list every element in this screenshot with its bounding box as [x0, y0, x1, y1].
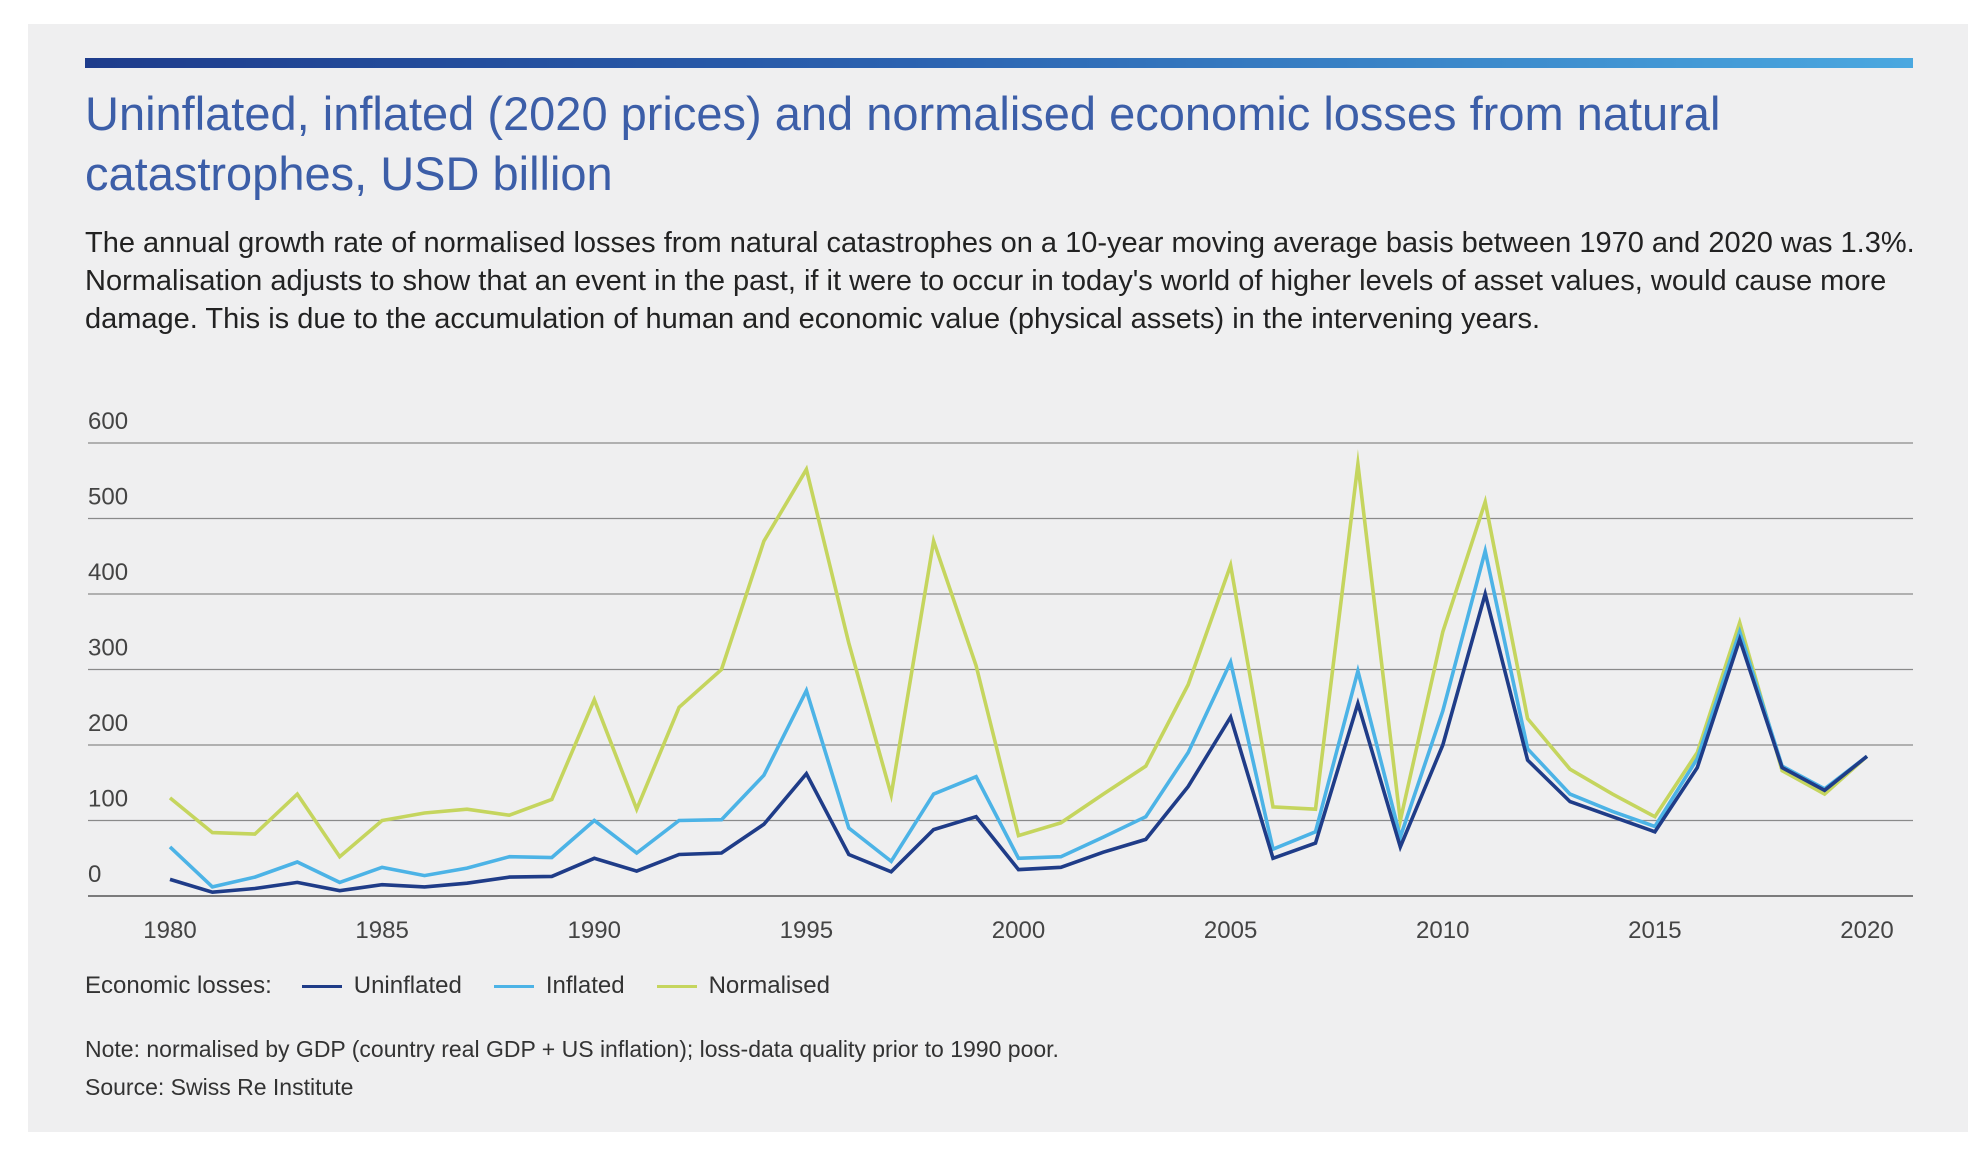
source-note: Source: Swiss Re Institute	[85, 1074, 354, 1100]
x-tick-label: 2015	[1628, 917, 1681, 944]
y-tick-label: 0	[88, 861, 101, 888]
y-tick-label: 500	[88, 484, 128, 511]
legend-label-inflated: Inflated	[545, 972, 625, 999]
gridlines	[88, 442, 1913, 897]
x-tick-label: 1990	[568, 917, 621, 944]
legend-title: Economic losses:	[85, 972, 272, 999]
legend-item-inflated: Inflated	[493, 972, 625, 1000]
y-tick-label: 200	[88, 710, 128, 737]
series-line-normalised	[168, 449, 1869, 860]
y-tick-label: 100	[88, 786, 128, 813]
legend-swatch-inflated	[493, 984, 534, 988]
legend-swatch-normalised	[656, 984, 697, 988]
legend-item-uninflated: Uninflated	[301, 972, 462, 1000]
x-tick-label: 1980	[143, 917, 196, 944]
chart-subtitle: The annual growth rate of normalised los…	[85, 227, 1915, 335]
x-tick-label: 2020	[1840, 917, 1893, 944]
x-tick-label: 2000	[992, 917, 1045, 944]
y-axis-ticks: 0 100 200 300 400 500 600	[88, 408, 128, 888]
chart-panel	[28, 24, 1968, 1132]
x-tick-label: 1995	[780, 917, 833, 944]
x-tick-label: 2005	[1204, 917, 1257, 944]
legend-label-normalised: Normalised	[708, 972, 830, 999]
y-tick-label: 600	[88, 408, 128, 435]
y-tick-label: 300	[88, 635, 128, 662]
series-line-uninflated	[169, 587, 1869, 895]
series-lines	[168, 449, 1869, 895]
legend-label-uninflated: Uninflated	[353, 972, 462, 999]
x-axis-ticks: 1980 1985 1990 1995 2000 2005 2010 2015 2020	[143, 917, 1893, 944]
x-tick-label: 1985	[355, 917, 408, 944]
series-line-inflated	[168, 543, 1869, 889]
y-tick-label: 400	[88, 559, 128, 586]
header-accent-bar	[85, 58, 1913, 68]
legend-swatch-uninflated	[301, 984, 342, 988]
chart-title: Uninflated, inflated (2020 prices) and n…	[85, 87, 1721, 200]
x-tick-label: 2010	[1416, 917, 1469, 944]
legend: Economic losses: Uninflated Inflated Nor…	[85, 972, 862, 1000]
footnote: Note: normalised by GDP (country real GD…	[85, 1036, 1059, 1062]
legend-item-normalised: Normalised	[656, 972, 830, 1000]
